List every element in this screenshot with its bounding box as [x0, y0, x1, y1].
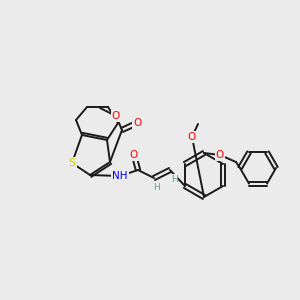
Text: H: H [154, 184, 160, 193]
Text: O: O [130, 150, 138, 160]
Text: O: O [216, 150, 224, 160]
Text: S: S [68, 158, 76, 168]
Text: NH: NH [112, 171, 128, 181]
Text: H: H [171, 176, 177, 184]
Text: O: O [112, 111, 120, 121]
Text: O: O [133, 118, 141, 128]
Text: O: O [188, 132, 196, 142]
